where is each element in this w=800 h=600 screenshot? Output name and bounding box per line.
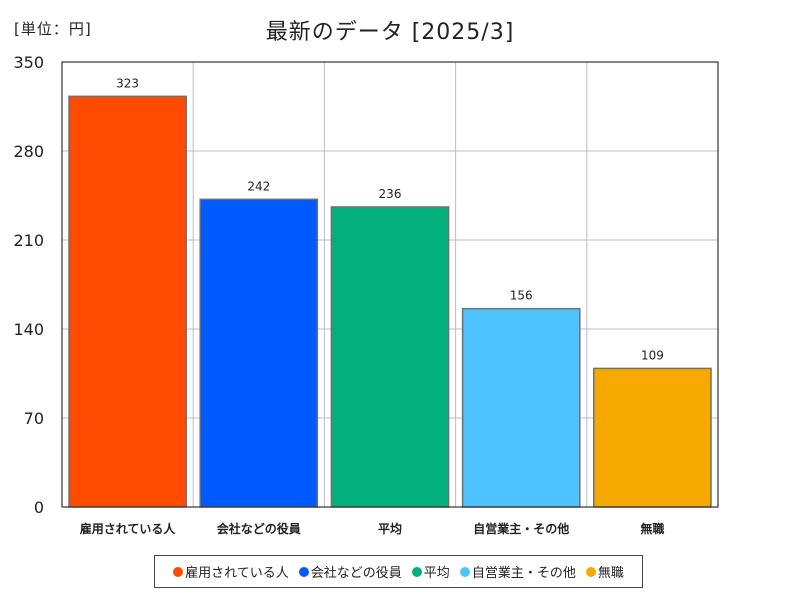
data-labels: 323 242 236 156 109 (116, 76, 664, 362)
bar (199, 198, 319, 508)
unit-label: [単位：円] (14, 20, 92, 38)
y-tick-label: 140 (13, 320, 44, 339)
data-label: 156 (510, 289, 533, 303)
data-label: 236 (379, 187, 402, 201)
legend-swatch (585, 566, 596, 577)
x-category-label: 雇用されている人 (80, 521, 177, 536)
bar (330, 206, 450, 508)
chart-title: 最新のデータ [2025/3] (265, 20, 515, 45)
legend-item-average[interactable]: 平均 (411, 562, 450, 581)
legend-label: 雇用されている人 (185, 566, 289, 581)
legend-swatch (298, 566, 309, 577)
y-tick-label: 210 (13, 231, 44, 250)
legend-swatch (459, 566, 470, 577)
data-label: 109 (641, 348, 664, 362)
y-tick-label: 350 (13, 53, 44, 72)
y-axis-ticks: 0 70 140 210 280 350 (13, 53, 44, 517)
x-category-label: 無職 (640, 521, 664, 536)
plot-frame (61, 61, 719, 508)
x-category-label: 自営業主・その他 (473, 521, 569, 536)
legend-label: 自営業主・その他 (471, 566, 576, 581)
data-label: 323 (116, 76, 139, 90)
legend-item-self-employed[interactable]: 自営業主・その他 (459, 562, 576, 581)
bar (461, 307, 581, 508)
y-tick-label: 70 (24, 409, 44, 428)
legend-swatch (411, 566, 422, 577)
legend-item-employed[interactable]: 雇用されている人 (173, 562, 289, 581)
x-category-label: 会社などの役員 (217, 521, 301, 536)
bar (593, 367, 712, 508)
x-category-label: 平均 (378, 521, 402, 536)
legend-label: 会社などの役員 (310, 566, 402, 581)
y-tick-label: 0 (34, 498, 44, 517)
data-label: 242 (247, 179, 270, 193)
bars (68, 95, 712, 508)
x-axis-categories: 雇用されている人 会社などの役員 平均 自営業主・その他 無職 (80, 521, 665, 536)
bar (68, 95, 187, 508)
legend-swatch (173, 566, 184, 577)
legend-label: 無職 (597, 566, 624, 581)
legend: 雇用されている人 会社などの役員 平均 自営業主・その他 無職 (154, 555, 643, 588)
legend-item-unemployed[interactable]: 無職 (585, 562, 624, 581)
legend-label: 平均 (423, 566, 450, 581)
legend-item-executives[interactable]: 会社などの役員 (298, 562, 402, 581)
y-tick-label: 280 (13, 142, 44, 161)
